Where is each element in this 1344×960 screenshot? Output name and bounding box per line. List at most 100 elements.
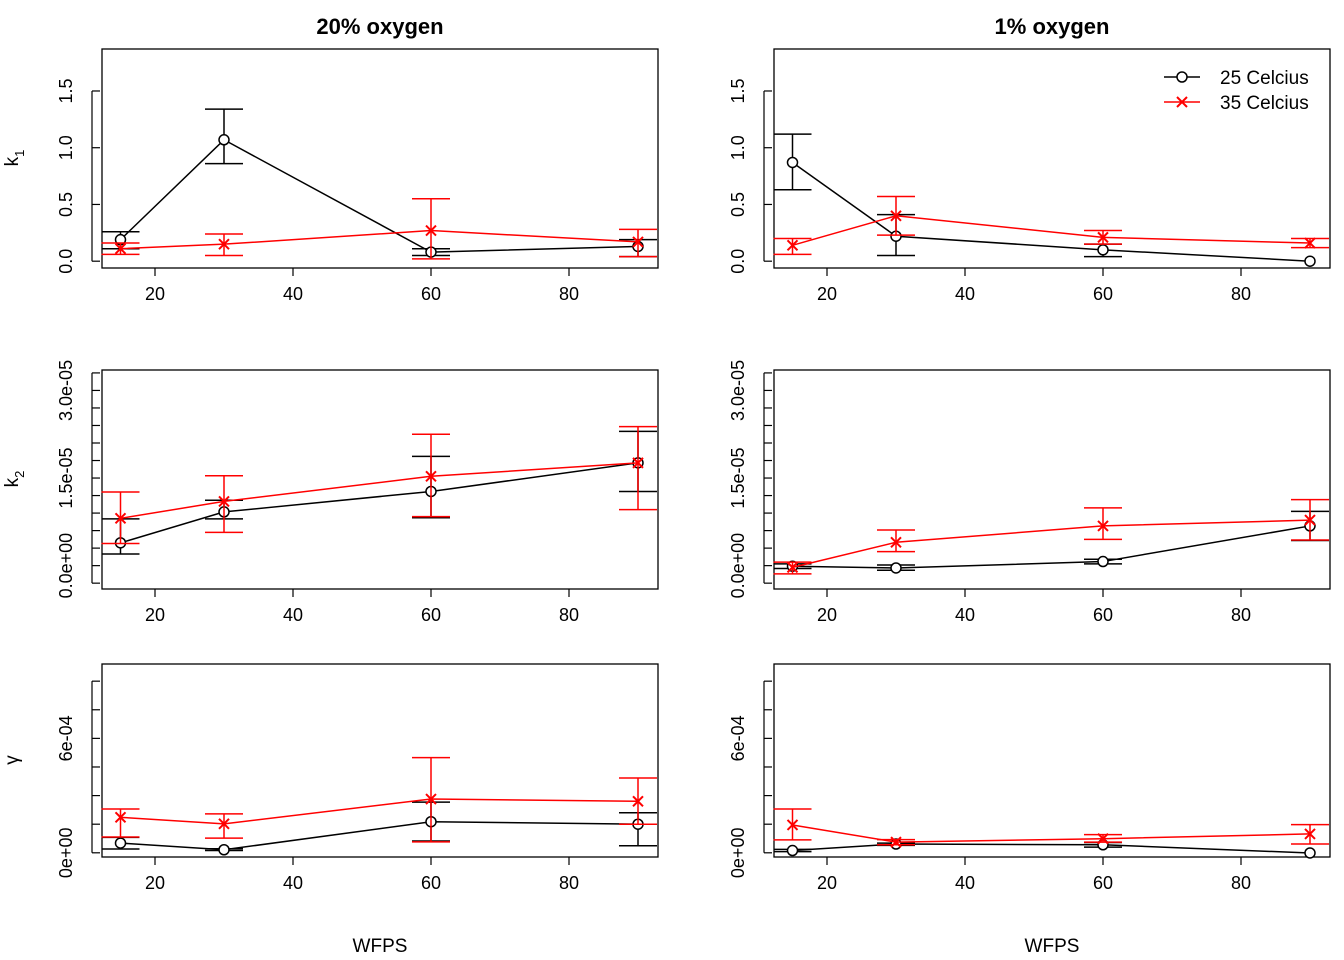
y-tick-label: 1.5e-05 bbox=[56, 448, 76, 509]
x-tick-label: 20 bbox=[145, 873, 165, 893]
y-tick-label: 3.0e-05 bbox=[728, 360, 748, 421]
series-line bbox=[120, 229, 639, 250]
series-line bbox=[120, 462, 639, 520]
row-label: k2 bbox=[2, 471, 27, 488]
x-tick-label: 80 bbox=[1231, 873, 1251, 893]
plot-frame bbox=[773, 369, 1331, 590]
x-tick-label: 20 bbox=[817, 284, 837, 304]
series-25c bbox=[773, 133, 1316, 267]
plot-frame bbox=[773, 663, 1331, 858]
panel-1pct-row2: 20 40 60 80 0.0e+00 1.5e-05 3.0e-05 bbox=[728, 360, 1331, 625]
data-point bbox=[425, 793, 437, 805]
row-label: k1 bbox=[2, 150, 27, 167]
y-tick-label: 1.0 bbox=[56, 135, 76, 160]
y-tick-label: 1.5e-05 bbox=[728, 448, 748, 509]
plot-frame bbox=[101, 663, 659, 858]
legend: 25 Celcius 35 Celcius bbox=[1164, 68, 1309, 114]
data-point bbox=[425, 470, 437, 482]
row-label-main: k bbox=[2, 156, 23, 166]
x-tick-label: 20 bbox=[145, 284, 165, 304]
data-point bbox=[786, 239, 799, 252]
legend-entry: 35 Celcius bbox=[1220, 93, 1309, 114]
legend-marker bbox=[1176, 96, 1188, 108]
row-label-main: γ bbox=[2, 755, 23, 765]
x-axis-label: WFPS bbox=[353, 936, 408, 957]
x-tick-label: 60 bbox=[1093, 873, 1113, 893]
row-label-main: k bbox=[2, 477, 23, 487]
data-point bbox=[890, 536, 902, 548]
data-point bbox=[218, 134, 230, 146]
data-point bbox=[1097, 832, 1109, 845]
x-tick-label: 40 bbox=[955, 284, 975, 304]
series-line bbox=[120, 798, 639, 825]
y-tick-label: 0.0 bbox=[56, 249, 76, 274]
x-tick-label: 60 bbox=[421, 605, 441, 625]
series-line bbox=[120, 820, 639, 851]
plot-frame bbox=[101, 48, 659, 269]
y-tick-label: 3.0e-05 bbox=[56, 360, 76, 421]
y-tick-label: 0e+00 bbox=[56, 828, 76, 879]
x-tick-label: 20 bbox=[145, 605, 165, 625]
data-point bbox=[218, 495, 230, 508]
y-tick-label: 1.5 bbox=[728, 78, 748, 103]
column-title: 1% oxygen bbox=[995, 14, 1110, 39]
row-label-subscript: 1 bbox=[12, 150, 27, 157]
y-tick-label: 6e-04 bbox=[56, 715, 76, 761]
x-axis-label: WFPS bbox=[1025, 936, 1080, 957]
series-35c bbox=[773, 195, 1329, 256]
data-point bbox=[1304, 514, 1316, 526]
data-point bbox=[890, 836, 902, 848]
x-tick-label: 80 bbox=[559, 873, 579, 893]
series-line bbox=[119, 138, 639, 253]
data-point bbox=[786, 156, 799, 169]
data-point bbox=[786, 819, 799, 831]
plot-frame bbox=[101, 369, 659, 590]
data-point bbox=[218, 818, 230, 830]
data-point bbox=[114, 811, 127, 824]
y-tick-label: 0.5 bbox=[56, 192, 76, 217]
plot-frame bbox=[773, 48, 1331, 269]
series-line bbox=[792, 824, 1311, 843]
data-point bbox=[425, 224, 437, 237]
series-25c bbox=[101, 108, 657, 258]
series-25c bbox=[101, 430, 657, 555]
series-25c bbox=[773, 838, 1316, 859]
data-point bbox=[114, 837, 127, 849]
panel-20pct-row1: 20 40 60 80 0.0 0.5 1.0 1.5 bbox=[56, 48, 659, 304]
y-tick-label: 1.5 bbox=[56, 78, 76, 103]
series-35c bbox=[101, 756, 657, 843]
x-tick-label: 40 bbox=[955, 873, 975, 893]
series-line bbox=[792, 161, 1311, 262]
data-point bbox=[114, 512, 127, 525]
series-35c bbox=[773, 808, 1329, 848]
row-label-subscript: 2 bbox=[12, 471, 27, 478]
y-tick-label: 6e-04 bbox=[728, 715, 748, 761]
series-line bbox=[792, 525, 1311, 569]
data-point bbox=[1304, 255, 1316, 267]
data-point bbox=[1097, 520, 1109, 532]
series-35c bbox=[101, 198, 657, 260]
series-line bbox=[792, 843, 1311, 854]
data-point bbox=[632, 457, 644, 469]
series-line bbox=[792, 519, 1311, 569]
x-tick-label: 20 bbox=[817, 873, 837, 893]
y-tick-label: 1.0 bbox=[728, 135, 748, 160]
y-tick-label: 0.0e+00 bbox=[56, 533, 76, 599]
data-point bbox=[1097, 231, 1109, 244]
x-tick-label: 40 bbox=[283, 284, 303, 304]
y-tick-label: 0.0e+00 bbox=[728, 533, 748, 599]
data-point bbox=[786, 844, 799, 857]
x-tick-label: 60 bbox=[1093, 605, 1113, 625]
column-title: 20% oxygen bbox=[316, 14, 443, 39]
data-point bbox=[1097, 555, 1109, 568]
data-point bbox=[218, 844, 230, 856]
data-point bbox=[786, 561, 799, 574]
panel-20pct-row2: 20 40 60 80 0.0e+00 1.5e-05 3.0e-05 bbox=[56, 360, 659, 625]
x-tick-label: 20 bbox=[817, 605, 837, 625]
x-tick-label: 80 bbox=[559, 605, 579, 625]
x-tick-label: 40 bbox=[283, 873, 303, 893]
series-35c bbox=[773, 498, 1329, 575]
data-point bbox=[1097, 244, 1109, 256]
y-tick-label: 0.0 bbox=[728, 249, 748, 274]
